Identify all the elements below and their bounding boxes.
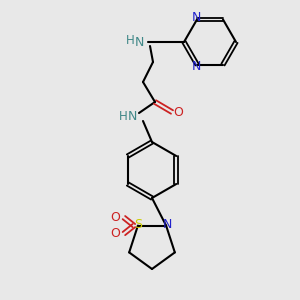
Text: H: H [118, 110, 127, 122]
Text: N: N [162, 218, 172, 231]
Text: O: O [110, 211, 120, 224]
Text: N: N [134, 35, 144, 49]
Text: N: N [191, 11, 201, 24]
Text: O: O [110, 227, 120, 240]
Text: N: N [127, 110, 137, 124]
Text: N: N [191, 60, 201, 73]
Text: H: H [126, 34, 134, 47]
Text: O: O [173, 106, 183, 119]
Text: S: S [134, 218, 142, 231]
